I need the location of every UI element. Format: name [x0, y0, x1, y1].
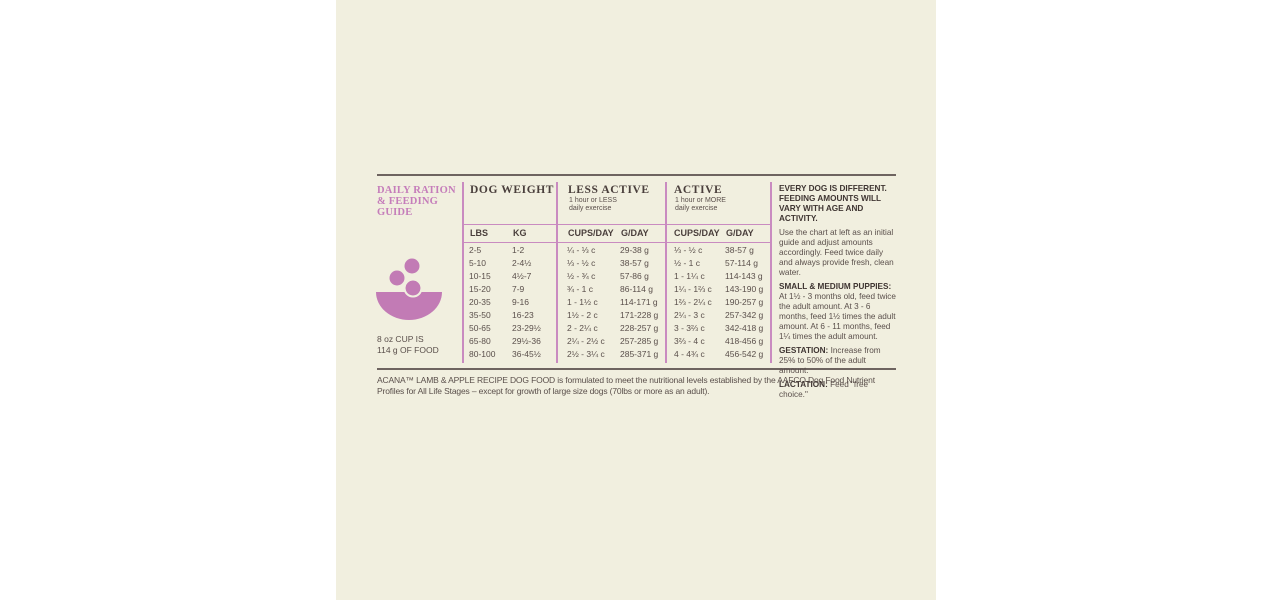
table-cell: 342-418 g	[725, 323, 764, 333]
table-cell: 4 - 4¾ c	[674, 349, 705, 359]
side-label: LACTATION:	[779, 380, 828, 389]
table-cell: 1 - 1¼ c	[674, 271, 705, 281]
table-cell: ⅓ - ½ c	[674, 245, 703, 255]
table-cell: 29½-36	[512, 336, 541, 346]
divider	[665, 182, 667, 363]
group-subtitle: 1 hour or MORE daily exercise	[675, 197, 726, 212]
table-cell: 2 - 2¼ c	[567, 323, 598, 333]
table-cell: 114-143 g	[725, 271, 763, 281]
bowl-icon	[376, 258, 442, 320]
table-cell: 36-45½	[512, 349, 541, 359]
table-cell: 1 - 1½ c	[567, 297, 598, 307]
table-cell: ¼ - ⅓ c	[567, 245, 596, 255]
table-cell: 57-86 g	[620, 271, 649, 281]
side-text: Increase from 25% to 50% of the adult am…	[779, 346, 881, 375]
table-cell: ⅓ - ½ c	[567, 258, 596, 268]
column-header: CUPS/DAY	[674, 228, 720, 238]
table-cell: 456-542 g	[725, 349, 764, 359]
table-cell: 2¼ - 3 c	[674, 310, 705, 320]
column-header: CUPS/DAY	[568, 228, 614, 238]
table-cell: 9-16	[512, 297, 530, 307]
table-cell: 171-228 g	[620, 310, 659, 320]
table-cell: 86-114 g	[620, 284, 653, 294]
table-cell: 257-342 g	[725, 310, 764, 320]
table-cell: 2½ - 3¼ c	[567, 349, 605, 359]
table-cell: 80-100	[469, 349, 496, 359]
divider	[770, 182, 772, 363]
table-cell: 38-57 g	[620, 258, 649, 268]
table-cell: 2-4½	[512, 258, 532, 268]
side-label: GESTATION:	[779, 346, 829, 355]
side-intro: Use the chart at left as an initial guid…	[779, 228, 894, 277]
side-text: At 1½ - 3 months old, feed twice the adu…	[779, 292, 896, 341]
table-cell: 16-23	[512, 310, 534, 320]
table-cell: 7-9	[512, 284, 525, 294]
table-cell: 418-456 g	[725, 336, 764, 346]
divider	[556, 182, 558, 363]
group-title: ACTIVE	[674, 184, 723, 196]
side-note: EVERY DOG IS DIFFERENT. FEEDING AMOUNTS …	[779, 184, 897, 404]
table-cell: ¾ - 1 c	[567, 284, 593, 294]
side-section: SMALL & MEDIUM PUPPIES: At 1½ - 3 months…	[779, 282, 897, 342]
table-cell: 1-2	[512, 245, 525, 255]
side-label: SMALL & MEDIUM PUPPIES:	[779, 282, 892, 291]
side-heading: EVERY DOG IS DIFFERENT. FEEDING AMOUNTS …	[779, 184, 887, 223]
table-cell: 15-20	[469, 284, 491, 294]
table-cell: 10-15	[469, 271, 491, 281]
bottom-rule	[377, 368, 896, 370]
column-header: G/DAY	[621, 228, 649, 238]
table-cell: 35-50	[469, 310, 491, 320]
table-cell: 257-285 g	[620, 336, 659, 346]
column-header: KG	[513, 228, 527, 238]
table-cell: 143-190 g	[725, 284, 764, 294]
table-cell: 38-57 g	[725, 245, 754, 255]
table-cell: 2¼ - 2½ c	[567, 336, 605, 346]
side-text: Feed "free choice."	[779, 380, 869, 399]
table-cell: 3⅔ - 4 c	[674, 336, 705, 346]
side-section: GESTATION: Increase from 25% to 50% of t…	[779, 346, 897, 376]
group-subtitle: 1 hour or LESS daily exercise	[569, 197, 617, 212]
top-rule	[377, 174, 896, 176]
table-cell: 65-80	[469, 336, 491, 346]
table-cell: 5-10	[469, 258, 487, 268]
table-cell: 1¼ - 1⅔ c	[674, 284, 712, 294]
table-cell: 228-257 g	[620, 323, 659, 333]
table-cell: 3 - 3⅔ c	[674, 323, 705, 333]
divider	[462, 182, 464, 363]
footer-note: ACANA™ LAMB & APPLE RECIPE DOG FOOD is f…	[377, 375, 875, 396]
table-cell: 20-35	[469, 297, 491, 307]
table-cell: 1⅔ - 2¼ c	[674, 297, 712, 307]
column-header: G/DAY	[726, 228, 754, 238]
table-cell: 285-371 g	[620, 349, 659, 359]
column-header: LBS	[470, 228, 488, 238]
table-cell: ½ - 1 c	[674, 258, 700, 268]
table-cell: 2-5	[469, 245, 482, 255]
table-cell: 50-65	[469, 323, 491, 333]
group-title: DOG WEIGHT	[470, 184, 555, 196]
table-cell: 1½ - 2 c	[567, 310, 598, 320]
table-cell: 23-29½	[512, 323, 541, 333]
table-cell: 57-114 g	[725, 258, 758, 268]
guide-title: DAILY RATION & FEEDING GUIDE	[377, 185, 456, 218]
cup-note: 8 oz CUP IS 114 g OF FOOD	[377, 334, 439, 355]
side-section: LACTATION: Feed "free choice."	[779, 380, 897, 400]
table-cell: 29-38 g	[620, 245, 649, 255]
header-rule	[462, 224, 771, 225]
table-cell: 190-257 g	[725, 297, 764, 307]
header-rule	[462, 242, 771, 243]
table-cell: 4½-7	[512, 271, 532, 281]
table-cell: ½ - ¾ c	[567, 271, 596, 281]
table-cell: 114-171 g	[620, 297, 658, 307]
group-title: LESS ACTIVE	[568, 184, 650, 196]
